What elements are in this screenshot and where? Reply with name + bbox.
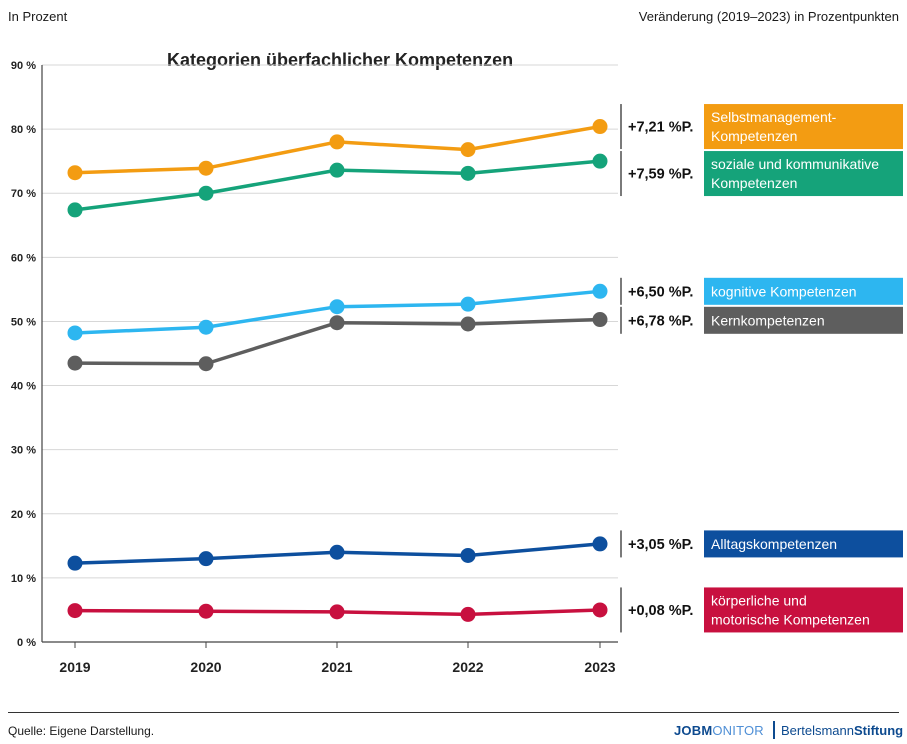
data-point: [592, 153, 608, 169]
x-tick-label: 2019: [59, 659, 90, 675]
data-point: [67, 555, 83, 571]
series-label: Kompetenzen: [711, 175, 797, 191]
series-label-box: [704, 151, 903, 197]
change-value: +7,59 %P.: [628, 167, 693, 183]
data-point: [460, 142, 476, 158]
y-tick-label: 20 %: [11, 509, 36, 521]
series-label: Kernkompetenzen: [711, 312, 825, 328]
y-tick-label: 30 %: [11, 445, 36, 457]
logo-separator: [773, 721, 775, 739]
series-label-box: [704, 530, 903, 558]
data-point: [67, 325, 83, 341]
series-label: Kompetenzen: [711, 128, 797, 144]
y-tick-label: 70 %: [11, 188, 36, 200]
data-point: [460, 296, 476, 312]
series-label-box: [704, 277, 903, 305]
y-tick-label: 60 %: [11, 252, 36, 264]
y-tick-label: 80 %: [11, 124, 36, 136]
bertelsmann-logo: BertelsmannStiftung: [781, 723, 904, 738]
data-point: [67, 202, 83, 218]
data-point: [198, 160, 214, 176]
unit-note: In Prozent: [8, 9, 68, 24]
data-point: [592, 119, 608, 135]
data-point: [67, 165, 83, 181]
series-label: körperliche und: [711, 592, 807, 608]
data-point: [198, 603, 214, 619]
y-tick-label: 10 %: [11, 573, 36, 585]
data-point: [460, 165, 476, 181]
data-point: [67, 355, 83, 371]
data-point: [329, 604, 345, 620]
change-note: Veränderung (2019–2023) in Prozentpunkte…: [638, 9, 899, 24]
change-value: +6,50 %P.: [628, 284, 693, 300]
data-point: [329, 134, 345, 150]
data-point: [460, 606, 476, 622]
data-point: [592, 312, 608, 328]
x-tick-label: 2020: [190, 659, 221, 675]
data-point: [198, 551, 214, 567]
data-point: [592, 602, 608, 618]
y-tick-label: 90 %: [11, 60, 36, 72]
jobmonitor-logo: JOBMONITOR: [674, 723, 764, 738]
data-point: [198, 356, 214, 372]
change-value: +0,08 %P.: [628, 603, 693, 619]
data-point: [198, 319, 214, 335]
source-note: Quelle: Eigene Darstellung.: [8, 724, 155, 738]
data-point: [460, 547, 476, 563]
change-value: +3,05 %P.: [628, 537, 693, 553]
series-label-box: [704, 306, 903, 334]
data-point: [329, 315, 345, 331]
data-point: [592, 283, 608, 299]
footer-divider: [8, 712, 899, 713]
series-label-box: [704, 587, 903, 633]
series-label: Selbstmanagement-: [711, 109, 837, 125]
y-tick-label: 0 %: [17, 637, 36, 649]
data-point: [329, 544, 345, 560]
x-tick-label: 2022: [452, 659, 483, 675]
data-point: [592, 536, 608, 552]
y-tick-label: 50 %: [11, 316, 36, 328]
data-point: [329, 162, 345, 178]
x-tick-label: 2021: [321, 659, 352, 675]
y-tick-label: 40 %: [11, 381, 36, 393]
series-label: soziale und kommunikative: [711, 156, 879, 172]
series-label: kognitive Kompetenzen: [711, 283, 857, 299]
change-value: +7,21 %P.: [628, 120, 693, 136]
data-point: [67, 603, 83, 619]
x-tick-label: 2023: [584, 659, 615, 675]
series-label-box: [704, 104, 903, 150]
series-label: motorische Kompetenzen: [711, 611, 870, 627]
data-point: [460, 316, 476, 332]
change-value: +6,78 %P.: [628, 313, 693, 329]
series-label: Alltagskompetenzen: [711, 536, 837, 552]
data-point: [198, 185, 214, 201]
data-point: [329, 299, 345, 315]
